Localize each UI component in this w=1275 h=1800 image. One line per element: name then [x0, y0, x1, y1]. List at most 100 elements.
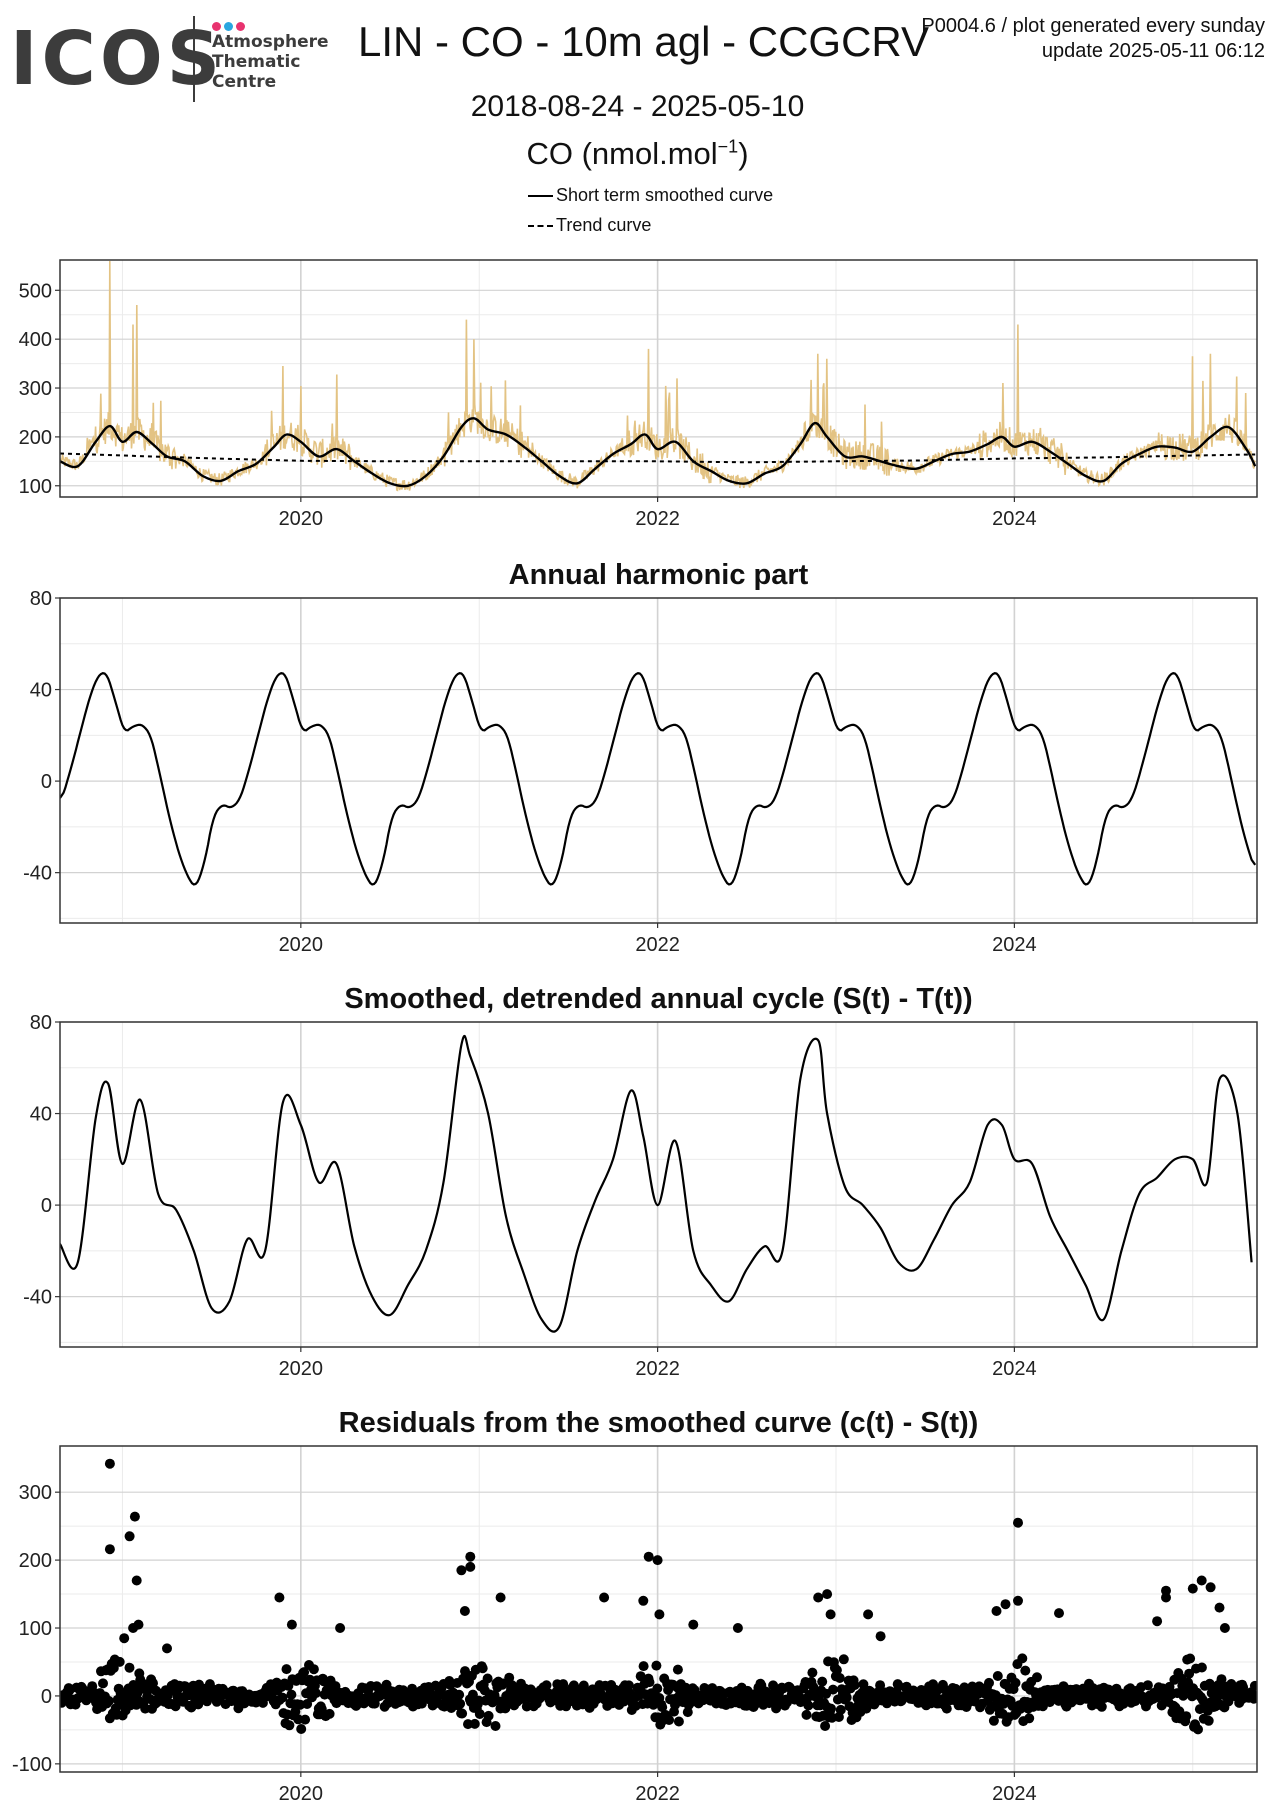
residual-point	[277, 1692, 288, 1703]
residual-point	[991, 1606, 1002, 1616]
residual-point	[124, 1662, 135, 1673]
logo-subtitle: Atmosphere Thematic Centre	[212, 32, 329, 92]
residual-point	[841, 1692, 852, 1703]
residual-point	[1184, 1668, 1195, 1679]
legend-label: Short term smoothed curve	[556, 185, 774, 205]
residual-point	[643, 1551, 654, 1562]
residual-point	[828, 1684, 838, 1695]
chart-title: Annual harmonic part	[509, 559, 809, 591]
y-tick-label: -40	[23, 863, 52, 885]
plot-body	[60, 671, 1257, 886]
residual-point	[324, 1708, 335, 1719]
residual-point	[834, 1673, 845, 1683]
residual-point	[1205, 1582, 1216, 1593]
y-tick-label: 80	[30, 1012, 52, 1034]
residual-point	[688, 1619, 699, 1630]
residual-point	[984, 1677, 994, 1688]
residual-point	[1181, 1711, 1192, 1722]
chart-panel-detrended: -40 0 40 80 2020 2022 2024 Smoothed, detrended …	[23, 983, 1258, 1380]
plot-body	[60, 1458, 1257, 1735]
residual-point	[129, 1511, 140, 1522]
plot-frame	[59, 1021, 1258, 1348]
residual-point	[308, 1664, 319, 1675]
x-tick-label: 2022	[635, 934, 680, 956]
residual-point	[286, 1689, 297, 1700]
plot-background	[60, 598, 1257, 923]
y-tick-label: -100	[12, 1754, 52, 1776]
logo-separator	[193, 16, 195, 102]
residual-point	[664, 1715, 675, 1725]
x-tick-label: 2022	[635, 1358, 680, 1380]
residual-point	[1096, 1701, 1107, 1712]
residual-point	[801, 1709, 812, 1720]
residual-point	[124, 1531, 135, 1542]
y-tick-label: 200	[19, 1550, 52, 1572]
residual-point	[1013, 1595, 1023, 1606]
logo-line: Thematic	[212, 52, 301, 72]
residual-point	[928, 1679, 938, 1690]
residual-point	[114, 1656, 125, 1667]
x-tick-label: 2020	[279, 1783, 324, 1800]
residual-point	[654, 1609, 665, 1620]
y-tick-label: 0	[41, 1686, 52, 1708]
residual-point	[635, 1671, 646, 1682]
residual-point	[504, 1672, 515, 1683]
residual-point	[835, 1704, 846, 1715]
residual-point	[1248, 1693, 1257, 1704]
plot-body	[60, 260, 1257, 492]
residual-point	[807, 1667, 818, 1678]
residual-point	[131, 1575, 142, 1586]
residual-point	[941, 1703, 952, 1714]
x-tick-label: 2022	[635, 1783, 680, 1800]
residual-point	[1152, 1616, 1163, 1627]
units-label: CO (nmol.mol−1)	[0, 136, 1275, 172]
x-tick-label: 2024	[992, 1358, 1037, 1380]
plot-frame	[59, 259, 1258, 498]
chart-title: Residuals from the smoothed curve (c(t) …	[339, 1407, 979, 1439]
residual-point	[300, 1714, 311, 1725]
residual-point	[1017, 1653, 1028, 1664]
residual-point	[826, 1703, 836, 1714]
y-tick-label: 200	[19, 427, 52, 449]
meta-generated: P0004.6 / plot generated every sunday	[921, 15, 1265, 37]
residual-point	[104, 1458, 115, 1469]
residual-point	[1249, 1680, 1257, 1691]
x-tick-label: 2024	[992, 1783, 1037, 1800]
residual-point	[644, 1677, 655, 1688]
residual-point	[477, 1663, 488, 1674]
residual-point	[849, 1680, 860, 1691]
residual-point	[950, 1683, 961, 1694]
residual-point	[465, 1561, 476, 1572]
residual-point	[483, 1710, 494, 1721]
units-close: )	[738, 136, 749, 171]
residual-point	[162, 1643, 172, 1654]
residual-point	[732, 1623, 743, 1633]
residual-point	[1193, 1724, 1203, 1735]
residual-point	[1214, 1602, 1225, 1613]
icos-logo: ICOS Atmosphere Thematic Centre	[10, 14, 329, 104]
legend-label: Trend curve	[556, 215, 652, 235]
chart-panel-co: 100 200 300 400 500 2020 2022 2024	[19, 259, 1258, 530]
residual-point	[817, 1676, 828, 1687]
x-tick-label: 2020	[279, 934, 324, 956]
residual-point	[457, 1708, 468, 1719]
residual-point	[541, 1680, 552, 1691]
chart-panel-residuals: -100 0 100 200 300 2020 2022 2024 Residuals from…	[12, 1407, 1258, 1800]
legend-item-trend: Trend curve	[528, 210, 773, 240]
residual-point	[1020, 1665, 1031, 1676]
x-tick-label: 2022	[635, 508, 680, 530]
y-tick-label: 100	[19, 476, 52, 498]
residual-point	[803, 1700, 814, 1711]
page-title: LIN - CO - 10m agl - CCGCRV	[358, 18, 929, 65]
units-main: CO (nmol.mol	[526, 136, 718, 171]
residual-point	[1054, 1608, 1064, 1619]
logo-word: ICOS	[10, 16, 225, 102]
legend: Short term smoothed curve Trend curve	[528, 180, 773, 240]
date-range: 2018-08-24 - 2025-05-10	[470, 90, 805, 123]
residual-point	[1013, 1517, 1023, 1528]
residual-point	[1219, 1623, 1230, 1633]
residual-point	[672, 1664, 683, 1675]
residual-point	[170, 1701, 181, 1712]
y-tick-label: 300	[19, 1482, 52, 1504]
